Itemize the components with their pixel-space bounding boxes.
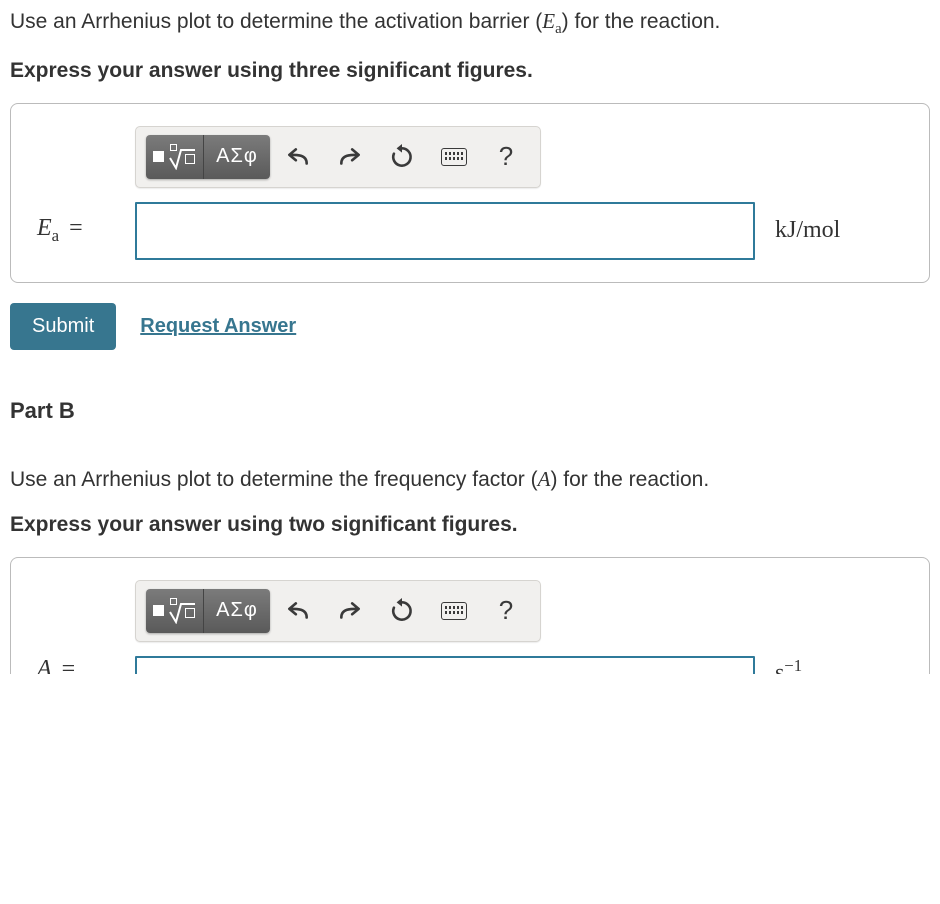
redo-button[interactable] <box>326 135 374 179</box>
partB-directions: Express your answer using two significan… <box>10 513 930 537</box>
reset-icon <box>389 144 415 170</box>
redo-icon <box>337 598 363 624</box>
help-icon: ? <box>499 595 513 626</box>
undo-icon <box>285 144 311 170</box>
redo-button-b[interactable] <box>326 589 374 633</box>
undo-button-b[interactable] <box>274 589 322 633</box>
equation-toolbar: ΑΣφ ? <box>135 126 541 188</box>
partA-answer-box: ΑΣφ ? Ea = kJ/mol <box>10 103 930 283</box>
request-answer-link[interactable]: Request Answer <box>140 315 296 338</box>
templates-button-b[interactable] <box>146 589 204 633</box>
reset-button-b[interactable] <box>378 589 426 633</box>
equation-toolbar-b: ΑΣφ ? <box>135 580 541 642</box>
help-icon: ? <box>499 141 513 172</box>
partA-units: kJ/mol <box>775 217 840 244</box>
submit-button[interactable]: Submit <box>10 303 116 350</box>
greek-button-b[interactable]: ΑΣφ <box>204 589 270 633</box>
partB-prompt: Use an Arrhenius plot to determine the f… <box>10 464 930 495</box>
undo-icon <box>285 598 311 624</box>
keyboard-icon <box>441 148 467 166</box>
partB-header: Part B <box>10 398 930 424</box>
reset-button[interactable] <box>378 135 426 179</box>
help-button-b[interactable]: ? <box>482 589 530 633</box>
greek-button[interactable]: ΑΣφ <box>204 135 270 179</box>
partB-answer-box: ΑΣφ ? A = s−1 <box>10 557 930 674</box>
help-button[interactable]: ? <box>482 135 530 179</box>
keyboard-button-b[interactable] <box>430 589 478 633</box>
template-icon <box>153 598 197 624</box>
keyboard-icon <box>441 602 467 620</box>
reset-icon <box>389 598 415 624</box>
undo-button[interactable] <box>274 135 322 179</box>
partB-units: s−1 <box>775 656 802 674</box>
keyboard-button[interactable] <box>430 135 478 179</box>
redo-icon <box>337 144 363 170</box>
partA-answer-input[interactable] <box>135 202 755 260</box>
partB-answer-input[interactable] <box>135 656 755 674</box>
template-icon <box>153 144 197 170</box>
partA-variable-label: Ea = <box>37 215 121 246</box>
partB-variable-label: A = <box>37 656 121 674</box>
templates-button[interactable] <box>146 135 204 179</box>
partA-directions: Express your answer using three signific… <box>10 59 930 83</box>
partA-prompt: Use an Arrhenius plot to determine the a… <box>10 6 930 41</box>
